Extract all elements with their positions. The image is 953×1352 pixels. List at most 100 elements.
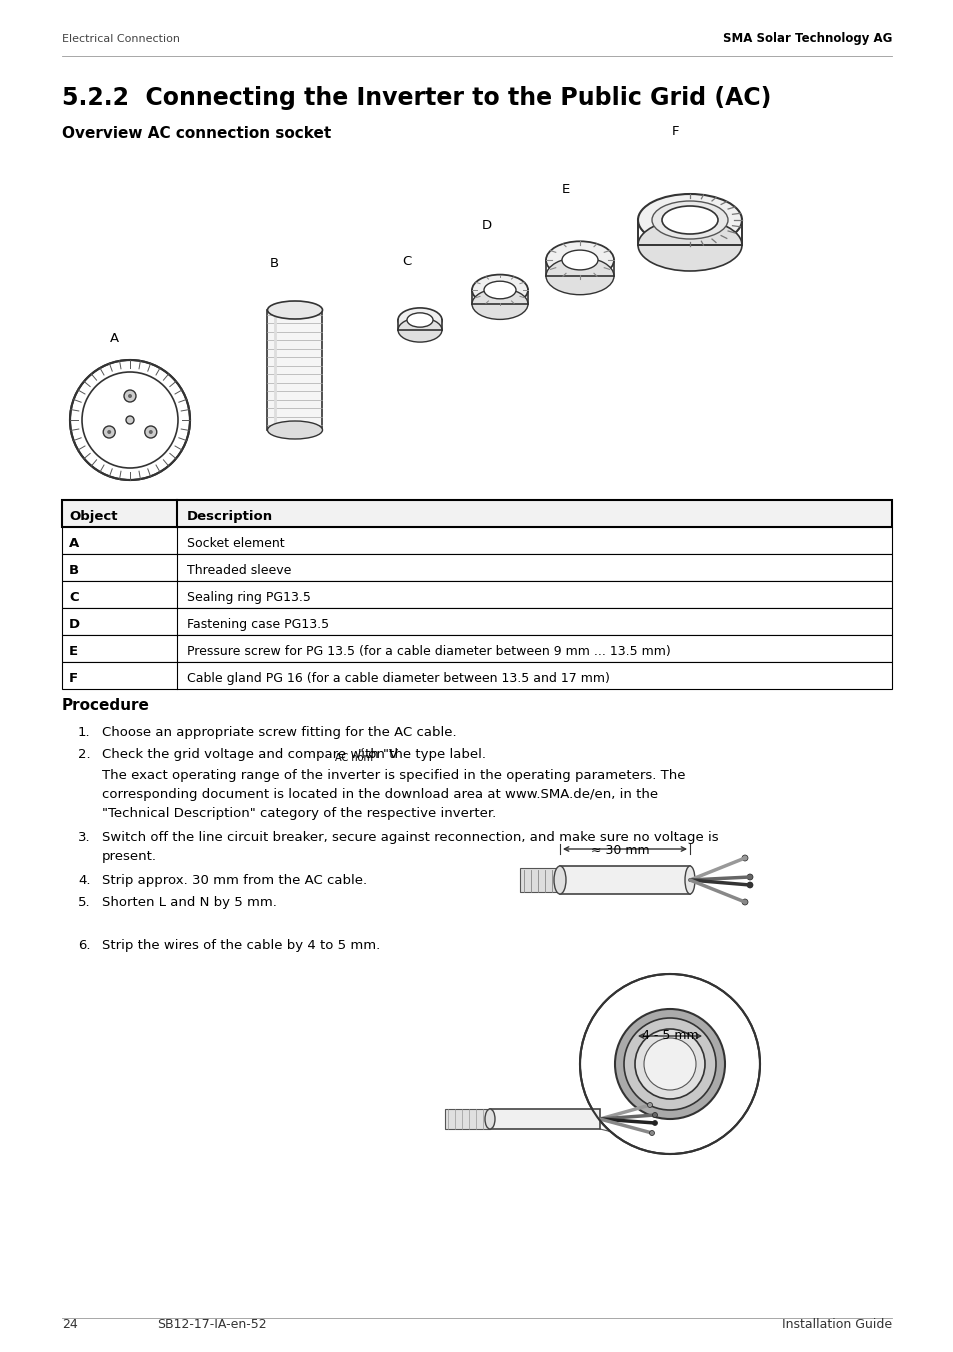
Bar: [444, 1109, 490, 1129]
Text: E: E: [561, 183, 570, 196]
Bar: [490, 1109, 599, 1129]
Ellipse shape: [407, 312, 433, 327]
Circle shape: [145, 426, 156, 438]
Text: Strip the wires of the cable by 4 to 5 mm.: Strip the wires of the cable by 4 to 5 m…: [102, 940, 380, 952]
Circle shape: [615, 1009, 724, 1119]
Ellipse shape: [638, 219, 741, 270]
Text: AC nom: AC nom: [335, 753, 373, 763]
Text: 5.2.2  Connecting the Inverter to the Public Grid (AC): 5.2.2 Connecting the Inverter to the Pub…: [62, 87, 771, 110]
Circle shape: [652, 1121, 657, 1125]
Text: The exact operating range of the inverter is specified in the operating paramete: The exact operating range of the inverte…: [102, 769, 685, 781]
Circle shape: [103, 426, 115, 438]
Bar: [519, 868, 559, 892]
Text: 5.: 5.: [78, 896, 91, 909]
Circle shape: [623, 1018, 716, 1110]
Text: "Technical Description" category of the respective inverter.: "Technical Description" category of the …: [102, 807, 496, 821]
Text: B: B: [270, 257, 279, 270]
Ellipse shape: [638, 193, 741, 246]
Text: corresponding document is located in the download area at www.SMA.de/en, in the: corresponding document is located in the…: [102, 788, 658, 800]
Ellipse shape: [472, 288, 527, 319]
Circle shape: [635, 1029, 704, 1099]
Text: ≈ 30 mm: ≈ 30 mm: [590, 844, 649, 857]
Circle shape: [107, 430, 112, 434]
Text: Object: Object: [69, 510, 117, 523]
Text: 2.: 2.: [78, 748, 91, 761]
Text: 1.: 1.: [78, 726, 91, 740]
Ellipse shape: [483, 281, 516, 299]
Circle shape: [124, 389, 136, 402]
Bar: [62, 662, 891, 690]
Text: Choose an appropriate screw fitting for the AC cable.: Choose an appropriate screw fitting for …: [102, 726, 456, 740]
Circle shape: [128, 393, 132, 397]
Ellipse shape: [267, 301, 322, 319]
Text: F: F: [69, 672, 78, 685]
Text: E: E: [69, 645, 78, 658]
Ellipse shape: [651, 201, 727, 239]
Ellipse shape: [545, 257, 614, 295]
Circle shape: [741, 899, 747, 904]
Bar: [559, 867, 689, 894]
Circle shape: [643, 1038, 696, 1090]
Ellipse shape: [267, 420, 322, 439]
Text: F: F: [671, 124, 679, 138]
Circle shape: [649, 1130, 654, 1136]
Circle shape: [82, 372, 178, 468]
Circle shape: [652, 1113, 657, 1118]
Bar: [62, 527, 891, 554]
Text: Threaded sleeve: Threaded sleeve: [187, 564, 291, 577]
Text: Installation Guide: Installation Guide: [781, 1318, 891, 1330]
Ellipse shape: [661, 206, 718, 234]
Circle shape: [746, 873, 752, 880]
Circle shape: [70, 360, 190, 480]
Text: Shorten L and N by 5 mm.: Shorten L and N by 5 mm.: [102, 896, 276, 909]
Text: C: C: [69, 591, 78, 604]
Text: Pressure screw for PG 13.5 (for a cable diameter between 9 mm ... 13.5 mm): Pressure screw for PG 13.5 (for a cable …: [187, 645, 670, 658]
Bar: [62, 608, 891, 635]
Text: SMA Solar Technology AG: SMA Solar Technology AG: [721, 32, 891, 45]
Text: 4.: 4.: [78, 873, 91, 887]
Bar: [267, 310, 322, 430]
Text: A: A: [69, 537, 79, 550]
Bar: [62, 554, 891, 581]
Text: Strip approx. 30 mm from the AC cable.: Strip approx. 30 mm from the AC cable.: [102, 873, 367, 887]
Ellipse shape: [397, 308, 441, 333]
Text: Cable gland PG 16 (for a cable diameter between 13.5 and 17 mm): Cable gland PG 16 (for a cable diameter …: [187, 672, 609, 685]
Text: Check the grid voltage and compare with "V: Check the grid voltage and compare with …: [102, 748, 397, 761]
Text: C: C: [401, 256, 411, 268]
Circle shape: [741, 854, 747, 861]
Circle shape: [126, 416, 133, 425]
Ellipse shape: [484, 1109, 495, 1129]
Ellipse shape: [684, 867, 695, 894]
Text: D: D: [481, 219, 492, 233]
Bar: [62, 635, 891, 662]
Text: SB12-17-IA-en-52: SB12-17-IA-en-52: [157, 1318, 266, 1330]
Circle shape: [149, 430, 152, 434]
Text: 4 - 5 mm: 4 - 5 mm: [641, 1029, 698, 1042]
Bar: [397, 320, 441, 330]
Circle shape: [647, 1102, 652, 1107]
Text: Description: Description: [187, 510, 273, 523]
Text: B: B: [69, 564, 79, 577]
Text: " on the type label.: " on the type label.: [358, 748, 486, 761]
Text: Procedure: Procedure: [62, 698, 150, 713]
Text: Socket element: Socket element: [187, 537, 284, 550]
Text: Overview AC connection socket: Overview AC connection socket: [62, 126, 331, 141]
Text: 3.: 3.: [78, 831, 91, 844]
Text: Electrical Connection: Electrical Connection: [62, 34, 180, 45]
Bar: [62, 581, 891, 608]
Ellipse shape: [397, 318, 441, 342]
Text: Sealing ring PG13.5: Sealing ring PG13.5: [187, 591, 311, 604]
Text: D: D: [69, 618, 80, 631]
Text: A: A: [110, 333, 119, 345]
Bar: [62, 500, 891, 527]
Text: 24: 24: [62, 1318, 77, 1330]
Ellipse shape: [545, 241, 614, 279]
Text: 6.: 6.: [78, 940, 91, 952]
Ellipse shape: [554, 867, 565, 894]
Text: Switch off the line circuit breaker, secure against reconnection, and make sure : Switch off the line circuit breaker, sec…: [102, 831, 718, 844]
Circle shape: [746, 882, 752, 888]
Text: Fastening case PG13.5: Fastening case PG13.5: [187, 618, 329, 631]
Ellipse shape: [472, 274, 527, 306]
Circle shape: [579, 973, 760, 1155]
Text: present.: present.: [102, 850, 157, 863]
